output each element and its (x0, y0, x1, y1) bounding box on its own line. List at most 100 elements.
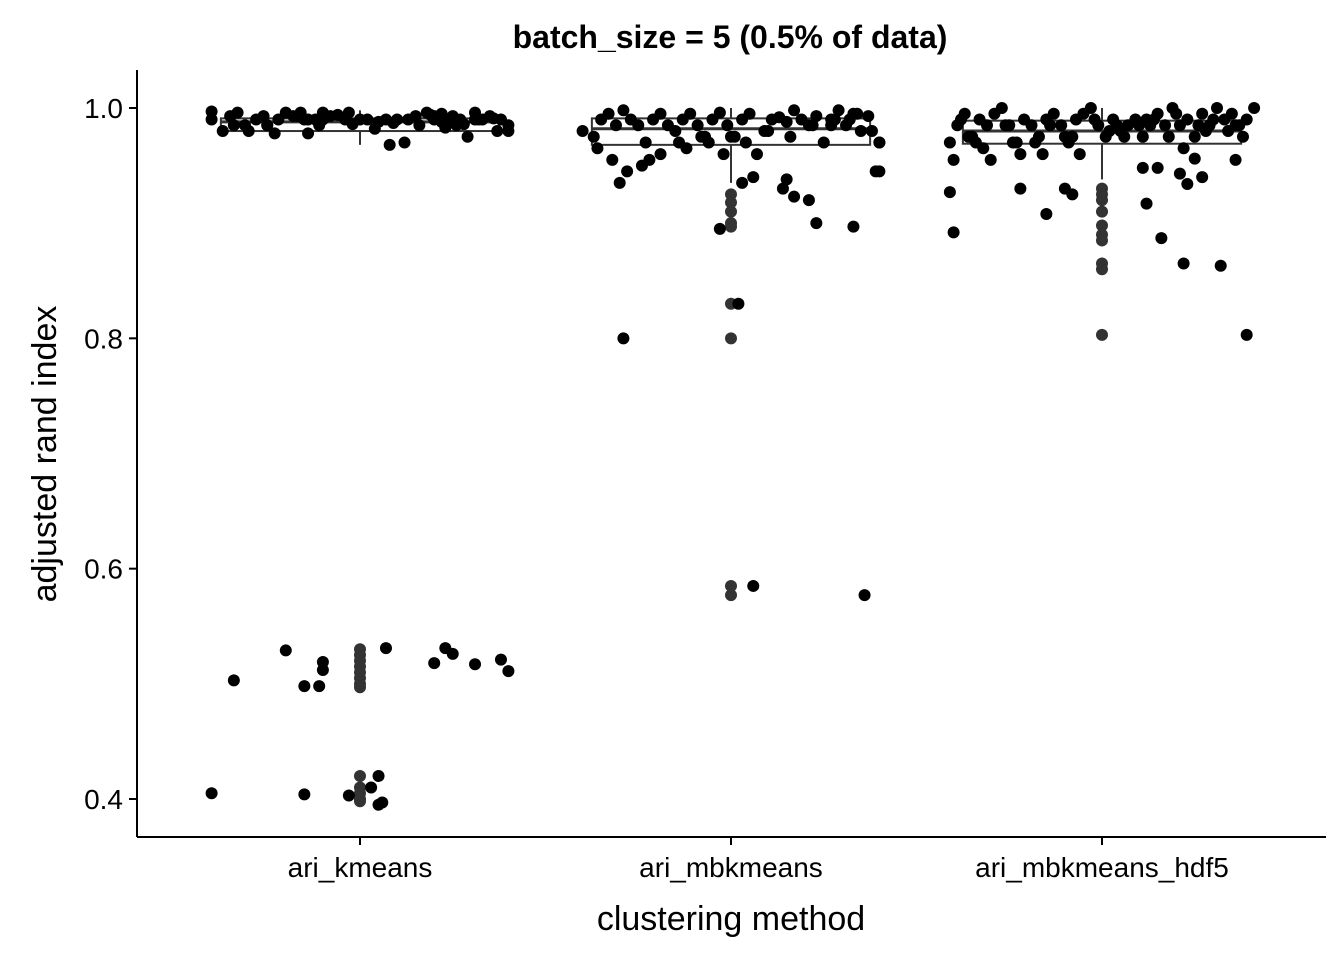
data-point (817, 136, 830, 149)
data-point (1214, 259, 1227, 272)
data-point (1162, 130, 1175, 143)
data-point (780, 115, 793, 128)
data-point (576, 125, 589, 138)
data-point (379, 113, 392, 126)
data-point (806, 119, 819, 132)
data-point (750, 148, 763, 161)
data-point (242, 125, 255, 138)
data-point (1040, 207, 1053, 220)
data-point (1188, 130, 1201, 143)
data-point (1044, 119, 1057, 132)
data-point (1159, 119, 1172, 132)
data-point (1236, 130, 1249, 143)
data-point (227, 674, 240, 687)
data-point (298, 113, 311, 126)
data-point (1181, 113, 1194, 126)
x-tick-label: ari_mbkmeans_hdf5 (975, 852, 1229, 883)
data-point (1136, 161, 1149, 174)
data-point (1211, 102, 1224, 115)
data-point (316, 655, 329, 668)
outlier-point (354, 795, 366, 808)
data-point (721, 119, 734, 132)
data-point (1014, 148, 1027, 161)
data-point (947, 226, 960, 239)
data-point (591, 142, 604, 155)
data-point (1196, 107, 1209, 120)
data-point (1136, 130, 1149, 143)
data-point (1014, 182, 1027, 195)
data-point (372, 798, 385, 811)
data-point (854, 125, 867, 138)
data-point (1248, 102, 1261, 115)
data-point (862, 110, 875, 123)
data-point (1073, 148, 1086, 161)
data-point (1066, 130, 1079, 143)
data-point (832, 104, 845, 117)
data-point (739, 136, 752, 149)
data-point (365, 781, 378, 794)
data-point (810, 110, 823, 123)
data-point (1196, 171, 1209, 184)
data-point (1140, 113, 1153, 126)
data-point (713, 106, 726, 119)
data-point (955, 113, 968, 126)
axes (136, 70, 1326, 838)
data-point (1229, 119, 1242, 132)
data-point (313, 680, 326, 693)
data-point (1029, 136, 1042, 149)
outlier-point (1096, 205, 1108, 218)
data-point (227, 119, 240, 132)
data-point (1118, 130, 1131, 143)
outlier-point (1096, 328, 1108, 341)
data-point (1240, 328, 1253, 341)
data-point (1173, 167, 1186, 180)
data-point (962, 130, 975, 143)
data-point (788, 190, 801, 203)
data-point (1188, 152, 1201, 165)
data-point (732, 297, 745, 310)
data-point (632, 119, 645, 132)
data-point (383, 138, 396, 151)
data-point (843, 113, 856, 126)
data-point (1084, 102, 1097, 115)
outlier-point (725, 579, 737, 592)
data-point (494, 653, 507, 666)
data-point (691, 119, 704, 132)
y-tick-label: 1.0 (84, 93, 123, 124)
data-point (298, 680, 311, 693)
data-point (279, 644, 292, 657)
data-point (780, 173, 793, 186)
data-point (999, 119, 1012, 132)
data-point (379, 642, 392, 655)
data-point (402, 113, 415, 126)
data-point (747, 171, 760, 184)
data-point (606, 153, 619, 166)
data-point (654, 148, 667, 161)
data-point (313, 119, 326, 132)
outlier-point (725, 196, 737, 209)
data-point (725, 130, 737, 143)
ticks-layer: 0.4 0.6 0.8 1.0 ari_kmeans ari_mbkmeans ari_mb… (84, 93, 1229, 883)
data-point (461, 130, 474, 143)
data-point (825, 119, 838, 132)
data-point (702, 136, 715, 149)
data-point (736, 176, 749, 189)
data-point (613, 176, 626, 189)
data-point (717, 148, 730, 161)
data-point (1207, 113, 1220, 126)
outlier-point (725, 220, 737, 233)
data-point (216, 125, 229, 138)
data-point (747, 579, 760, 592)
data-point (802, 194, 815, 207)
data-point (1110, 119, 1123, 132)
data-point (205, 787, 218, 800)
data-point (1181, 178, 1194, 191)
data-point (205, 113, 218, 126)
data-point (1006, 136, 1019, 149)
data-point (602, 107, 615, 120)
data-point (776, 182, 789, 195)
data-point (873, 136, 886, 149)
data-point (428, 657, 441, 670)
data-point (1177, 257, 1190, 270)
